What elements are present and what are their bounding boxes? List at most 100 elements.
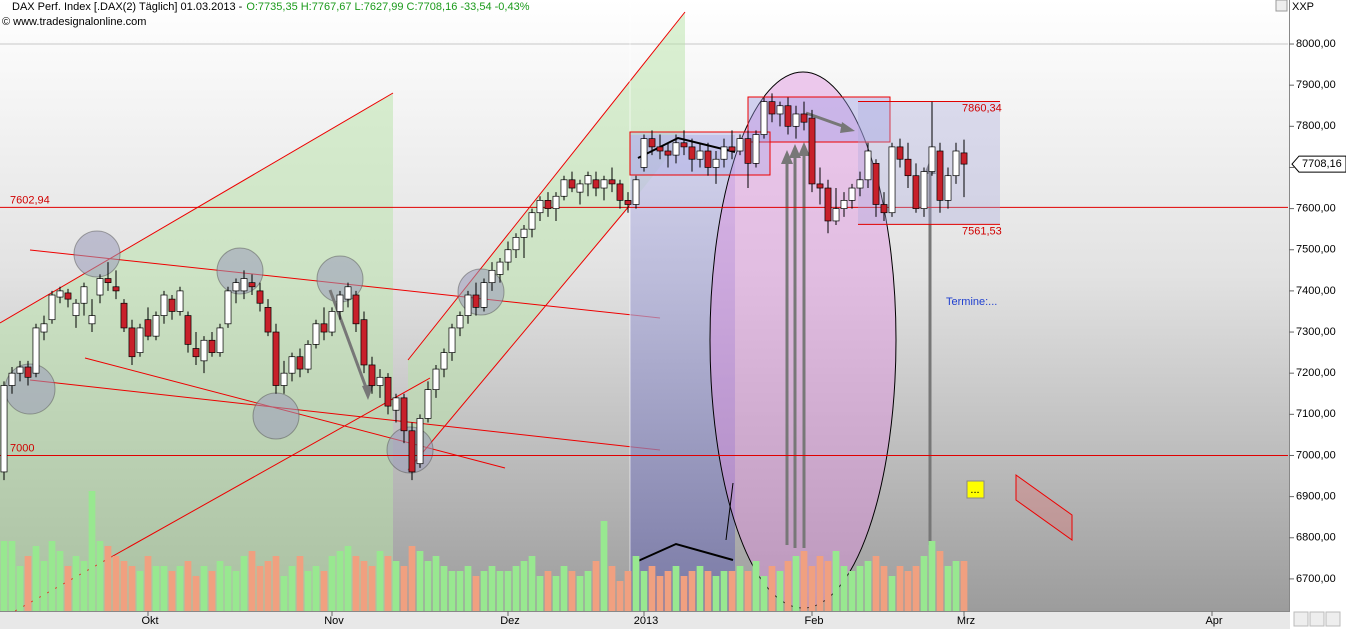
volume-bar [784,561,792,611]
candle-body [280,372,288,386]
y-tick-label: 6900,00 [1296,491,1336,503]
volume-bar [16,566,24,611]
volume-bar [568,571,576,611]
scroll-button[interactable] [1309,611,1325,627]
volume-bar [120,561,128,611]
volume-bar [328,556,336,611]
volume-bar [936,551,944,611]
volume-bar [768,566,776,611]
volume-bar [504,571,512,611]
volume-bar [920,556,928,611]
marker-text: ... [970,484,979,496]
volume-bar [952,561,960,611]
candle-body [416,418,424,465]
axis-code: XXP [1292,1,1314,13]
range-bottom-label: 7561,53 [962,225,1002,237]
volume-bar [752,561,760,611]
volume-bar [848,571,856,611]
candle-body [920,171,928,209]
candle-body [736,138,744,152]
candle-body [440,352,448,370]
candle-body [392,397,400,411]
volume-bar [544,571,552,611]
volume-bar [152,566,160,611]
candle-body [640,138,648,168]
y-tick-label: 7100,00 [1296,408,1336,420]
circle [216,247,264,295]
drawings: ... Termine:... [0,11,1073,612]
header: DAX Perf. Index [.DAX(2) Täglich] 01.03.… [12,1,530,13]
volume-bar [832,551,840,611]
level-label: 7000 [10,442,34,454]
channel-shade [1015,474,1073,541]
channel-shade [408,12,685,470]
volume-bar [496,571,504,611]
scroll-button[interactable] [1293,611,1309,627]
candle-body [104,278,112,284]
volume-bar [448,571,456,611]
volume-bar [480,571,488,611]
volume-bar [536,576,544,611]
volume-bar [456,571,464,611]
volume-bar [648,566,656,611]
volume-bar [232,571,240,611]
volume-bar [640,571,648,611]
volume-bar [736,566,744,611]
volume-bar [272,556,280,611]
arrow [328,289,370,394]
volume-bar [712,576,720,611]
volume-bar [744,571,752,611]
candle-body [832,208,840,222]
candle-body [784,105,792,127]
candle-body [672,142,680,156]
candle-body [704,150,712,168]
candle-body [624,200,632,205]
volume-bar [592,561,600,611]
x-axis-background [0,611,1290,629]
candle-body [384,376,392,407]
volume-bar [904,571,912,611]
volume-bar [808,566,816,611]
pattern-line [637,136,736,159]
volume-bar [608,566,616,611]
volume-bar [560,566,568,611]
candle-body [584,175,592,185]
y-tick-label: 8000,00 [1296,38,1336,50]
volume-bar [320,571,328,611]
y-tick-label: 7600,00 [1296,203,1336,215]
candle-body [632,179,640,205]
candle-body [288,356,296,374]
volume-bar [680,576,688,611]
candle-body [464,294,472,316]
volume-bar [416,551,424,611]
candle-body [248,282,256,288]
candle-body [168,298,176,312]
volume-bar [672,566,680,611]
candle-body [800,113,808,123]
candle-body [328,311,336,333]
volume-bar [400,566,408,611]
candle-body [512,237,520,251]
candle-body [128,327,136,358]
pattern-line [637,542,734,562]
volume-bar [488,566,496,611]
volume-bar [664,571,672,611]
candle-body [608,179,616,185]
volume-bar [160,566,168,611]
volume-bar [600,521,608,611]
button[interactable] [1275,0,1288,12]
volume-bar [256,566,264,611]
candle-body [152,315,160,337]
candle-body [488,269,496,284]
candle-body [64,292,72,300]
candle-body [240,278,248,292]
volume-bar [888,576,896,611]
scroll-button[interactable] [1325,611,1341,627]
candle-body [544,200,552,209]
annotation: Termine:... [946,296,997,308]
candle-body [872,162,880,205]
candle-body [272,331,280,386]
circle [73,230,121,278]
x-tick-label: Dez [500,615,520,627]
candle-body [8,372,16,386]
